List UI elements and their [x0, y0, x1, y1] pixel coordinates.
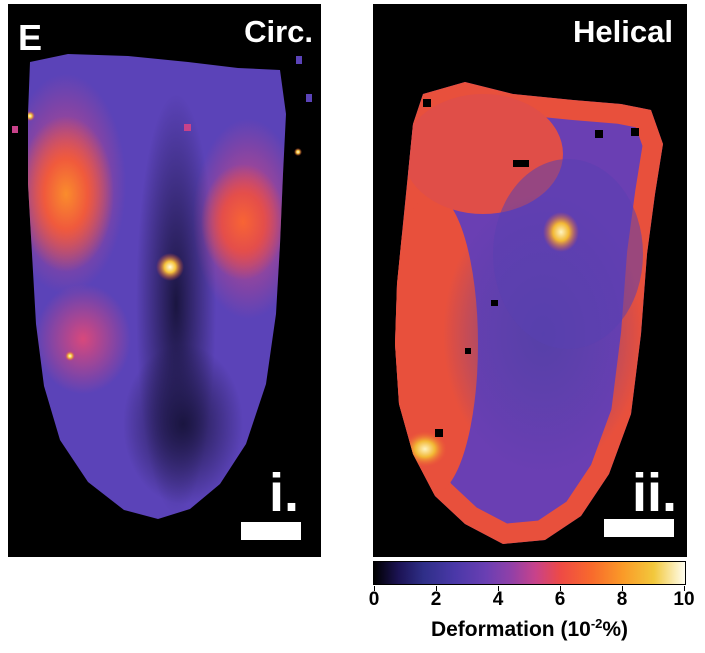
panel-title-circ: Circ. — [244, 14, 313, 49]
colorbar-tick-label: 6 — [554, 589, 566, 610]
colorbar-tick-label: 0 — [368, 589, 380, 610]
colorbar-label-prefix: Deformation (10 — [430, 618, 591, 641]
colorbar-tick — [374, 586, 375, 591]
helical-deformation-map — [377, 82, 663, 544]
colorbar-label-suffix: %) — [602, 618, 629, 641]
colorbar-tick — [684, 586, 685, 591]
circ-deformation-map — [12, 54, 312, 519]
colorbar-tick — [498, 586, 499, 591]
scale-bar — [241, 522, 301, 540]
colorbar-tick-label: 2 — [430, 589, 442, 610]
colorbar — [373, 561, 686, 585]
colorbar-tick-label: 8 — [616, 589, 628, 610]
panel-label-ii: ii. — [631, 463, 677, 523]
colorbar-tick-label: 10 — [673, 589, 695, 610]
panel-helical: Helical ii. — [373, 4, 687, 557]
colorbar-tick-label: 4 — [492, 589, 504, 610]
panel-circ: E Circ. i. — [8, 4, 321, 557]
scale-bar — [604, 519, 674, 537]
panel-title-helical: Helical — [573, 14, 673, 49]
panel-label-i: i. — [268, 463, 299, 523]
colorbar-tick — [436, 586, 437, 591]
colorbar-tick — [622, 586, 623, 591]
colorbar-tick — [560, 586, 561, 591]
colorbar-label: Deformation (10-2%) — [373, 616, 686, 642]
colorbar-label-exponent: -2 — [590, 616, 603, 631]
panel-letter: E — [18, 17, 43, 58]
